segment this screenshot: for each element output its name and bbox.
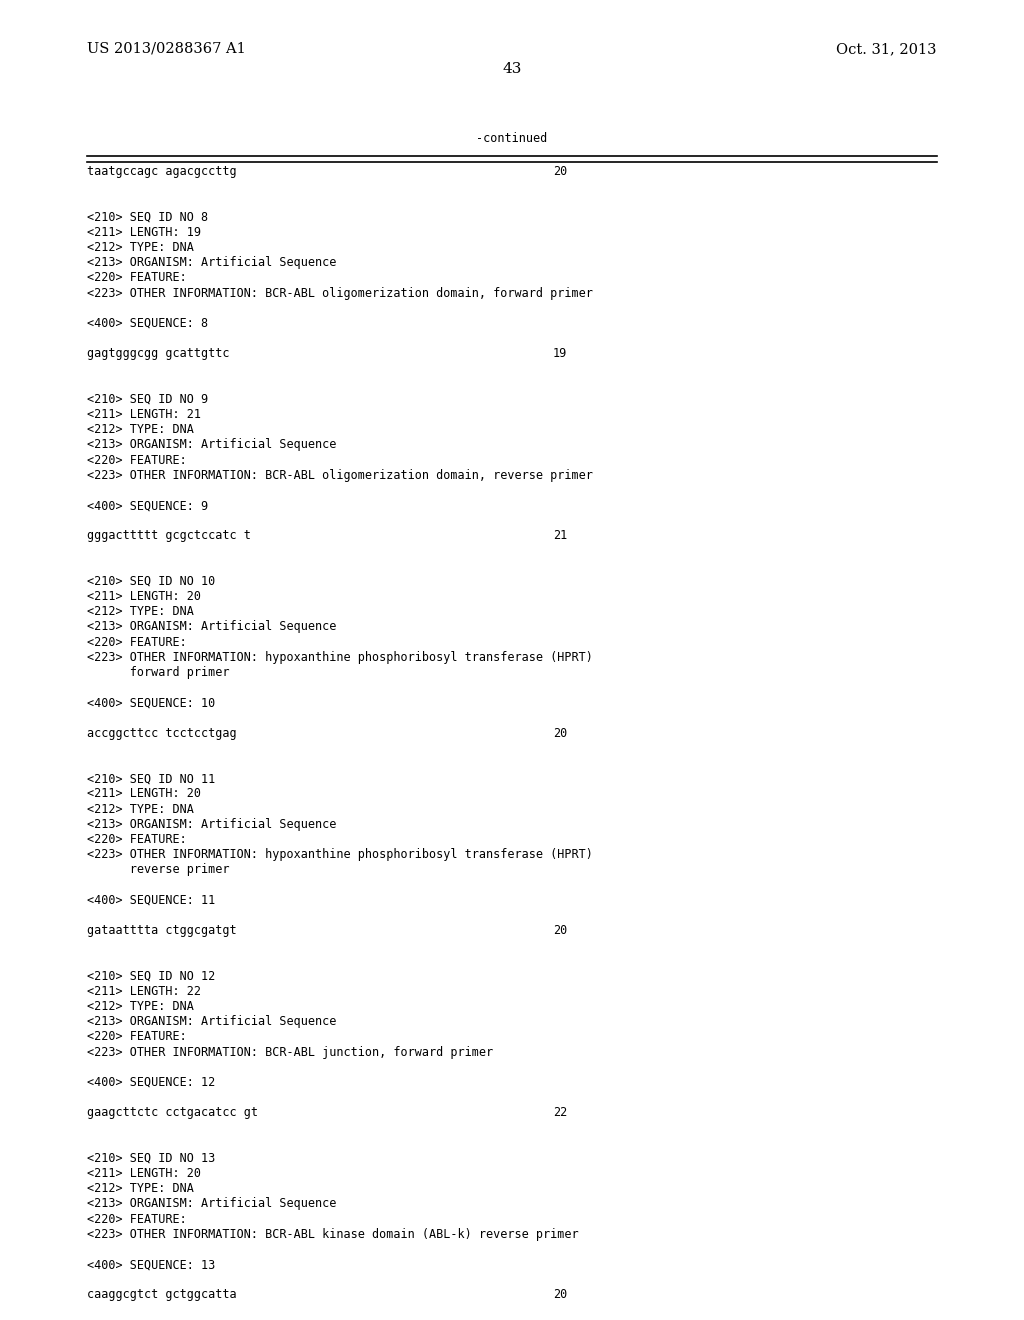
Text: <210> SEQ ID NO 10: <210> SEQ ID NO 10 bbox=[87, 576, 215, 587]
Text: <212> TYPE: DNA: <212> TYPE: DNA bbox=[87, 803, 194, 816]
Text: -continued: -continued bbox=[476, 132, 548, 145]
Text: <212> TYPE: DNA: <212> TYPE: DNA bbox=[87, 424, 194, 436]
Text: 19: 19 bbox=[553, 347, 567, 360]
Text: <213> ORGANISM: Artificial Sequence: <213> ORGANISM: Artificial Sequence bbox=[87, 1015, 337, 1028]
Text: <220> FEATURE:: <220> FEATURE: bbox=[87, 636, 186, 648]
Text: <220> FEATURE:: <220> FEATURE: bbox=[87, 1031, 186, 1043]
Text: <400> SEQUENCE: 8: <400> SEQUENCE: 8 bbox=[87, 317, 208, 330]
Text: <213> ORGANISM: Artificial Sequence: <213> ORGANISM: Artificial Sequence bbox=[87, 438, 337, 451]
Text: 21: 21 bbox=[553, 529, 567, 543]
Text: 22: 22 bbox=[553, 1106, 567, 1119]
Text: 20: 20 bbox=[553, 727, 567, 739]
Text: <212> TYPE: DNA: <212> TYPE: DNA bbox=[87, 242, 194, 253]
Text: caaggcgtct gctggcatta: caaggcgtct gctggcatta bbox=[87, 1288, 237, 1302]
Text: 20: 20 bbox=[553, 165, 567, 178]
Text: <212> TYPE: DNA: <212> TYPE: DNA bbox=[87, 606, 194, 618]
Text: <223> OTHER INFORMATION: BCR-ABL oligomerization domain, forward primer: <223> OTHER INFORMATION: BCR-ABL oligome… bbox=[87, 286, 593, 300]
Text: 20: 20 bbox=[553, 924, 567, 937]
Text: <210> SEQ ID NO 13: <210> SEQ ID NO 13 bbox=[87, 1152, 215, 1164]
Text: <212> TYPE: DNA: <212> TYPE: DNA bbox=[87, 1183, 194, 1195]
Text: <212> TYPE: DNA: <212> TYPE: DNA bbox=[87, 1001, 194, 1012]
Text: US 2013/0288367 A1: US 2013/0288367 A1 bbox=[87, 42, 246, 55]
Text: <211> LENGTH: 22: <211> LENGTH: 22 bbox=[87, 985, 201, 998]
Text: gataatttta ctggcgatgt: gataatttta ctggcgatgt bbox=[87, 924, 237, 937]
Text: <223> OTHER INFORMATION: BCR-ABL kinase domain (ABL-k) reverse primer: <223> OTHER INFORMATION: BCR-ABL kinase … bbox=[87, 1228, 579, 1241]
Text: <211> LENGTH: 20: <211> LENGTH: 20 bbox=[87, 788, 201, 800]
Text: Oct. 31, 2013: Oct. 31, 2013 bbox=[837, 42, 937, 55]
Text: <400> SEQUENCE: 12: <400> SEQUENCE: 12 bbox=[87, 1076, 215, 1089]
Text: <213> ORGANISM: Artificial Sequence: <213> ORGANISM: Artificial Sequence bbox=[87, 818, 337, 830]
Text: gagtgggcgg gcattgttc: gagtgggcgg gcattgttc bbox=[87, 347, 229, 360]
Text: <210> SEQ ID NO 11: <210> SEQ ID NO 11 bbox=[87, 772, 215, 785]
Text: <213> ORGANISM: Artificial Sequence: <213> ORGANISM: Artificial Sequence bbox=[87, 620, 337, 634]
Text: <223> OTHER INFORMATION: hypoxanthine phosphoribosyl transferase (HPRT): <223> OTHER INFORMATION: hypoxanthine ph… bbox=[87, 849, 593, 861]
Text: <211> LENGTH: 20: <211> LENGTH: 20 bbox=[87, 590, 201, 603]
Text: <220> FEATURE:: <220> FEATURE: bbox=[87, 272, 186, 284]
Text: <220> FEATURE:: <220> FEATURE: bbox=[87, 833, 186, 846]
Text: <223> OTHER INFORMATION: BCR-ABL oligomerization domain, reverse primer: <223> OTHER INFORMATION: BCR-ABL oligome… bbox=[87, 469, 593, 482]
Text: reverse primer: reverse primer bbox=[87, 863, 229, 876]
Text: 20: 20 bbox=[553, 1288, 567, 1302]
Text: <210> SEQ ID NO 12: <210> SEQ ID NO 12 bbox=[87, 970, 215, 982]
Text: <220> FEATURE:: <220> FEATURE: bbox=[87, 1213, 186, 1225]
Text: <400> SEQUENCE: 11: <400> SEQUENCE: 11 bbox=[87, 894, 215, 907]
Text: <210> SEQ ID NO 9: <210> SEQ ID NO 9 bbox=[87, 393, 208, 405]
Text: <210> SEQ ID NO 8: <210> SEQ ID NO 8 bbox=[87, 211, 208, 223]
Text: accggcttcc tcctcctgag: accggcttcc tcctcctgag bbox=[87, 727, 237, 739]
Text: <400> SEQUENCE: 10: <400> SEQUENCE: 10 bbox=[87, 697, 215, 709]
Text: taatgccagc agacgccttg: taatgccagc agacgccttg bbox=[87, 165, 237, 178]
Text: forward primer: forward primer bbox=[87, 667, 229, 678]
Text: <213> ORGANISM: Artificial Sequence: <213> ORGANISM: Artificial Sequence bbox=[87, 1197, 337, 1210]
Text: gaagcttctc cctgacatcc gt: gaagcttctc cctgacatcc gt bbox=[87, 1106, 258, 1119]
Text: <213> ORGANISM: Artificial Sequence: <213> ORGANISM: Artificial Sequence bbox=[87, 256, 337, 269]
Text: <211> LENGTH: 20: <211> LENGTH: 20 bbox=[87, 1167, 201, 1180]
Text: <400> SEQUENCE: 9: <400> SEQUENCE: 9 bbox=[87, 499, 208, 512]
Text: <220> FEATURE:: <220> FEATURE: bbox=[87, 454, 186, 466]
Text: <223> OTHER INFORMATION: hypoxanthine phosphoribosyl transferase (HPRT): <223> OTHER INFORMATION: hypoxanthine ph… bbox=[87, 651, 593, 664]
Text: <400> SEQUENCE: 13: <400> SEQUENCE: 13 bbox=[87, 1258, 215, 1271]
Text: 43: 43 bbox=[503, 62, 521, 75]
Text: <211> LENGTH: 19: <211> LENGTH: 19 bbox=[87, 226, 201, 239]
Text: <223> OTHER INFORMATION: BCR-ABL junction, forward primer: <223> OTHER INFORMATION: BCR-ABL junctio… bbox=[87, 1045, 494, 1059]
Text: gggacttttt gcgctccatc t: gggacttttt gcgctccatc t bbox=[87, 529, 251, 543]
Text: <211> LENGTH: 21: <211> LENGTH: 21 bbox=[87, 408, 201, 421]
